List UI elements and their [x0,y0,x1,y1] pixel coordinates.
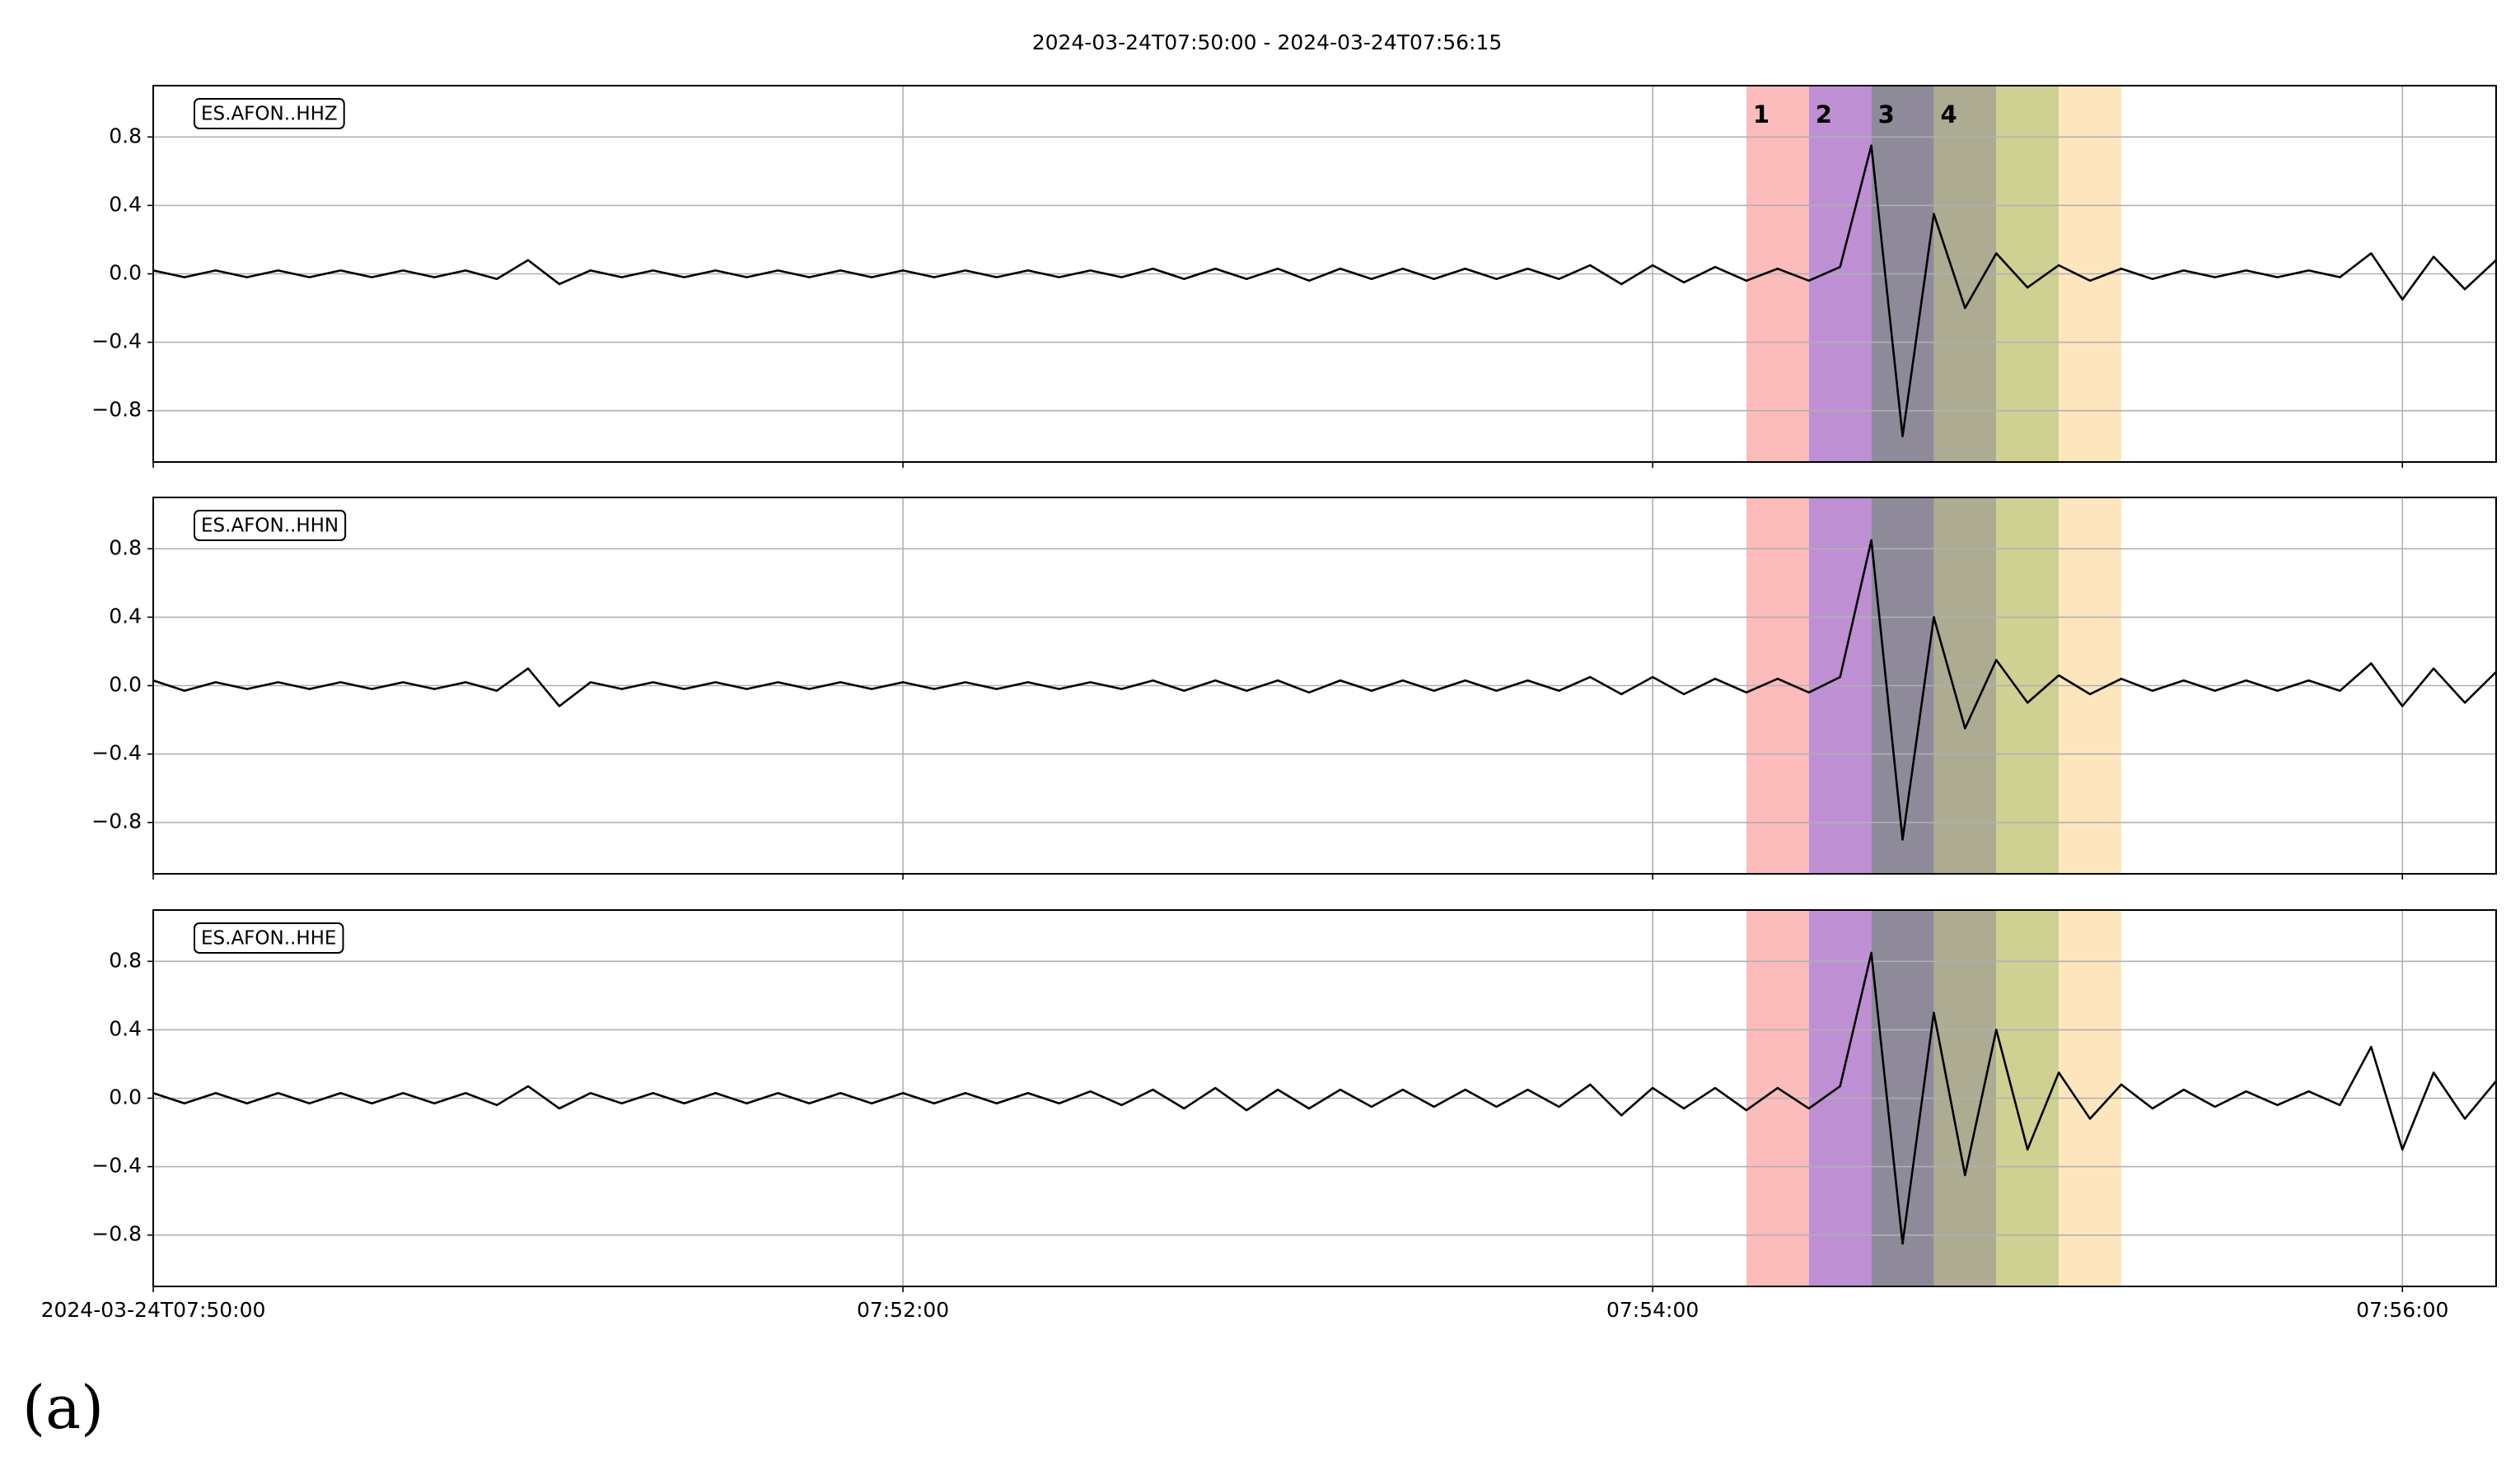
x-tick-label: 07:56:00 [2356,1298,2448,1322]
window-label: 2 [1816,100,1832,128]
y-tick-label: −0.8 [91,398,142,422]
panel-frame [152,497,2497,875]
waveform [152,539,2497,841]
caption: (a) [22,1373,104,1442]
y-tick-label: −0.4 [91,329,142,353]
y-tick-label: −0.8 [91,810,142,833]
y-tick-label: −0.4 [91,1154,142,1178]
trace-label-box [194,510,347,541]
y-tick-label: 0.8 [109,535,142,559]
chart-title: 2024-03-24T07:50:00 - 2024-03-24T07:56:1… [1032,30,1503,54]
waveform [152,951,2498,1245]
waveform [152,144,2497,438]
y-tick-label: 0.8 [109,124,142,147]
window-label: 4 [1940,100,1957,128]
y-tick-label: 0.4 [109,1016,142,1040]
trace-label-box [194,922,344,954]
panel-frame [152,85,2497,463]
y-tick-label: 0.0 [109,1085,142,1109]
x-tick-label: 07:52:00 [857,1298,949,1322]
window-label: 1 [1753,100,1770,128]
trace-label: ES.AFON..HHN [201,516,339,537]
trace-label: ES.AFON..HHE [201,928,336,950]
y-tick-label: 0.0 [109,673,142,697]
window-label: 3 [1878,100,1895,128]
x-tick-label: 07:54:00 [1606,1298,1699,1322]
y-tick-label: −0.4 [91,741,142,765]
y-tick-label: 0.8 [109,948,142,972]
y-tick-label: 0.0 [109,261,142,285]
y-tick-label: 0.4 [109,604,142,628]
panel-frame [152,909,2497,1287]
trace-label: ES.AFON..HHZ [201,104,338,125]
trace-label-box [194,98,345,129]
x-tick-label: 2024-03-24T07:50:00 [41,1298,266,1322]
y-tick-label: −0.8 [91,1222,142,1246]
y-tick-label: 0.4 [109,192,142,216]
